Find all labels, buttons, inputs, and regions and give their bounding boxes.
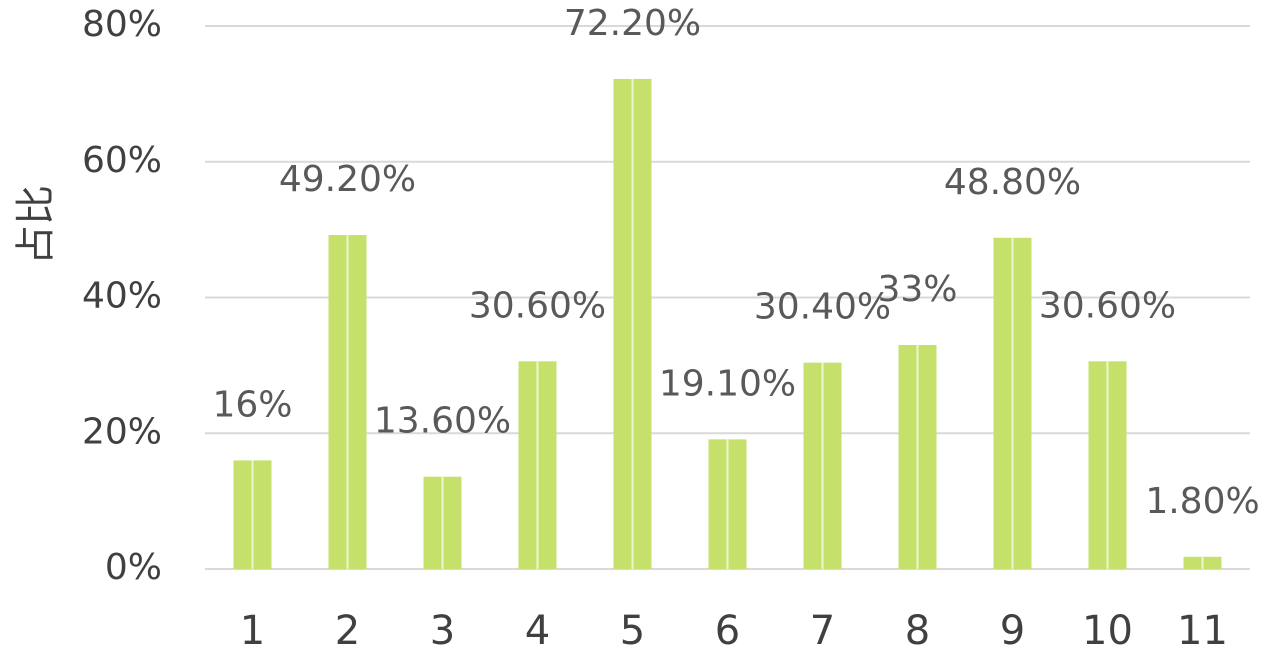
x-tick-label: 5 bbox=[620, 608, 645, 654]
y-tick-label: 0% bbox=[105, 547, 162, 588]
x-tick-label: 7 bbox=[810, 608, 835, 654]
x-tick-label: 2 bbox=[335, 608, 360, 654]
bar-highlight bbox=[441, 476, 444, 569]
data-label: 30.40% bbox=[754, 287, 891, 328]
data-label: 16% bbox=[212, 384, 292, 425]
x-tick-label: 3 bbox=[430, 608, 455, 654]
data-label: 49.20% bbox=[279, 159, 416, 200]
x-tick-label: 11 bbox=[1177, 608, 1228, 654]
y-tick-label: 20% bbox=[82, 411, 162, 452]
bar-highlight bbox=[346, 235, 349, 569]
bar-highlight bbox=[821, 362, 824, 569]
data-label: 13.60% bbox=[374, 401, 511, 442]
y-tick-label: 80% bbox=[82, 4, 162, 45]
bar-highlight bbox=[536, 361, 539, 569]
data-label: 19.10% bbox=[659, 363, 796, 404]
bar-highlight bbox=[631, 78, 634, 569]
bar-highlight bbox=[916, 345, 919, 569]
x-tick-label: 9 bbox=[1000, 608, 1025, 654]
y-tick-label: 40% bbox=[82, 276, 162, 317]
data-label: 72.20% bbox=[564, 3, 701, 44]
bar-highlight bbox=[251, 460, 254, 569]
bar-highlight bbox=[726, 439, 729, 569]
x-tick-label: 10 bbox=[1082, 608, 1133, 654]
x-tick-label: 1 bbox=[240, 608, 265, 654]
y-axis-label: 占比 bbox=[13, 185, 59, 265]
x-tick-label: 4 bbox=[525, 608, 550, 654]
bar-highlight bbox=[1011, 237, 1014, 569]
data-label: 30.60% bbox=[1039, 285, 1176, 326]
bar-highlight bbox=[1106, 361, 1109, 569]
data-label: 33% bbox=[877, 269, 957, 310]
data-label: 30.60% bbox=[469, 285, 606, 326]
data-label: 48.80% bbox=[944, 162, 1081, 203]
x-tick-label: 6 bbox=[715, 608, 740, 654]
data-label: 1.80% bbox=[1145, 481, 1259, 522]
x-tick-label: 8 bbox=[905, 608, 930, 654]
bar-highlight bbox=[1201, 556, 1204, 569]
y-tick-label: 60% bbox=[82, 140, 162, 181]
